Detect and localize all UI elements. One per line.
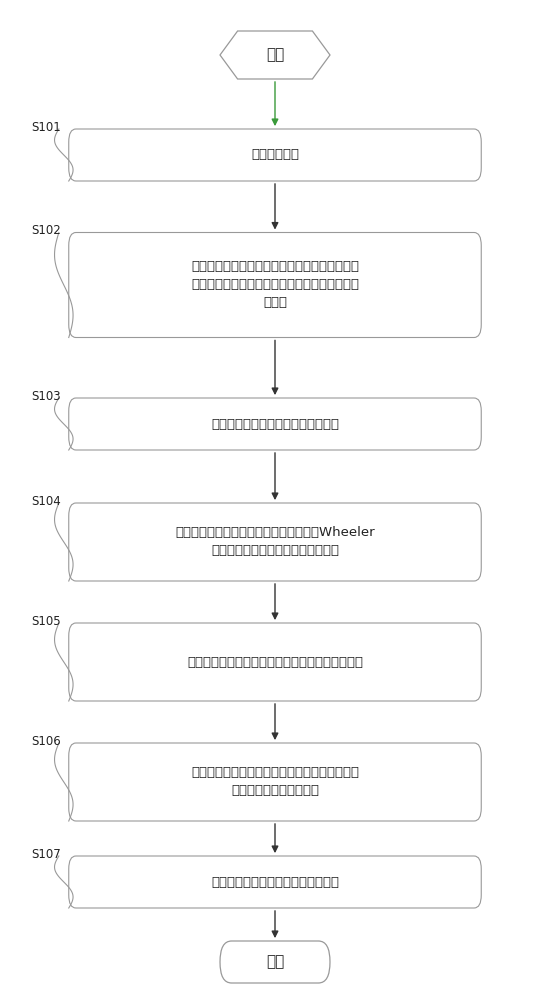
Text: 确定所述的地质年代域振幅数据体对应的反射值角: 确定所述的地质年代域振幅数据体对应的反射值角 xyxy=(187,656,363,668)
FancyBboxPatch shape xyxy=(69,129,481,181)
Text: S102: S102 xyxy=(31,225,60,237)
Text: S103: S103 xyxy=(31,390,60,403)
FancyBboxPatch shape xyxy=(220,941,330,983)
Text: 开始: 开始 xyxy=(266,47,284,62)
Text: 根据所述的时间模型对所述的地震数据做Wheeler
域转换，得到地质年代域振幅数据体: 根据所述的时间模型对所述的地震数据做Wheeler 域转换，得到地质年代域振幅数… xyxy=(175,526,375,558)
Text: 根据所述切片的等时性进行油气勘探: 根据所述切片的等时性进行油气勘探 xyxy=(211,876,339,888)
FancyBboxPatch shape xyxy=(69,623,481,701)
Text: 对所述的地震数据进行识别，得到所述地震数据
的等时标志层以及与所述等时标志层对应的两个
同相轴: 对所述的地震数据进行识别，得到所述地震数据 的等时标志层以及与所述等时标志层对应… xyxy=(191,260,359,310)
Text: S105: S105 xyxy=(31,615,60,628)
Text: S101: S101 xyxy=(31,121,60,134)
FancyBboxPatch shape xyxy=(69,743,481,821)
Text: 采集地震数据: 采集地震数据 xyxy=(251,148,299,161)
FancyBboxPatch shape xyxy=(69,503,481,581)
Polygon shape xyxy=(220,31,330,79)
FancyBboxPatch shape xyxy=(69,232,481,338)
Text: S107: S107 xyxy=(31,848,60,861)
Text: 结束: 结束 xyxy=(266,954,284,970)
Text: 根据所述的反射值角以及所述的地质年代域振幅
数据体确定切片的等时性: 根据所述的反射值角以及所述的地质年代域振幅 数据体确定切片的等时性 xyxy=(191,766,359,798)
Text: 根据所述的同相轴建立地层时间模型: 根据所述的同相轴建立地层时间模型 xyxy=(211,418,339,430)
FancyBboxPatch shape xyxy=(69,856,481,908)
Text: S104: S104 xyxy=(31,495,60,508)
FancyBboxPatch shape xyxy=(69,398,481,450)
Text: S106: S106 xyxy=(31,735,60,748)
